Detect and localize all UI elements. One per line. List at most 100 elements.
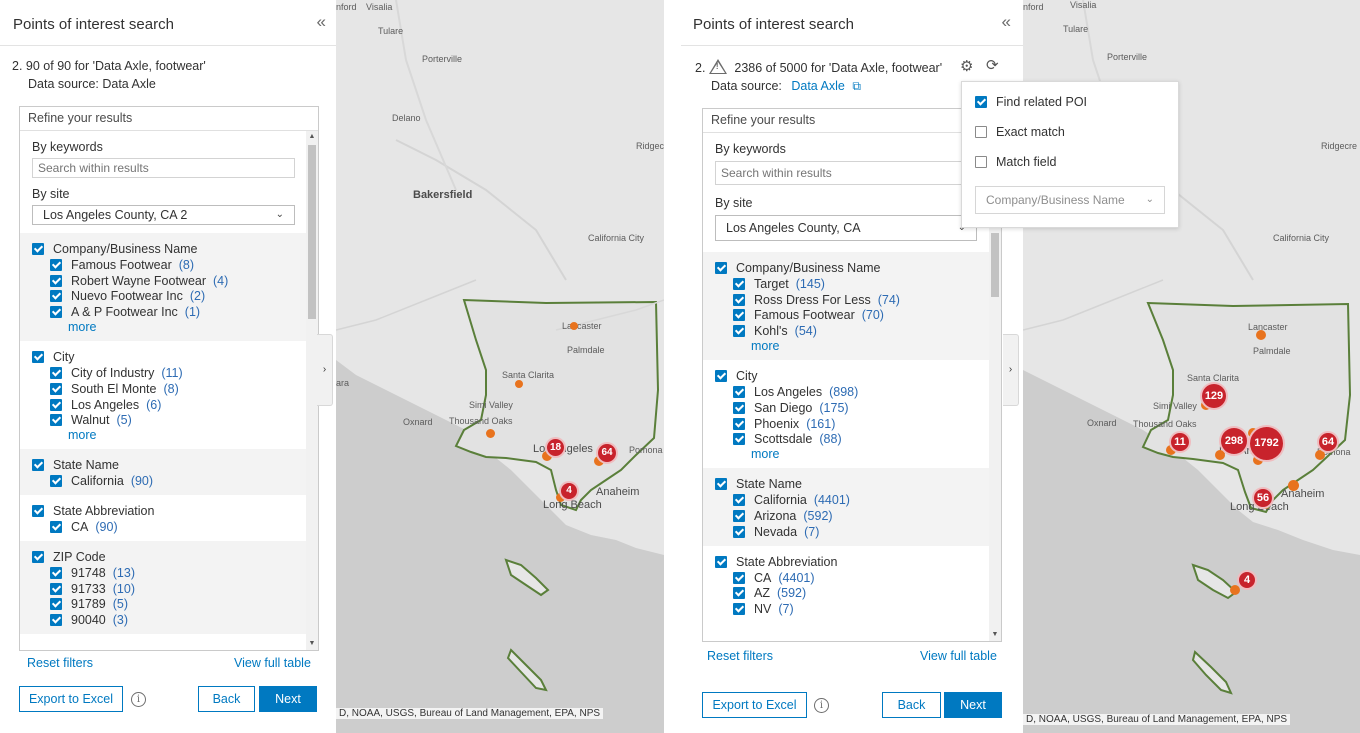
checkbox-unchecked-icon[interactable] <box>975 126 987 138</box>
checkbox-checked-icon[interactable] <box>50 475 62 488</box>
checkbox-checked-icon[interactable] <box>733 494 745 507</box>
refine-results-scroll[interactable]: By keywords By site Los Angeles County, … <box>20 131 318 650</box>
back-button[interactable]: Back <box>882 692 941 718</box>
poi-cluster[interactable]: 11 <box>1169 431 1191 453</box>
reset-filters-link[interactable]: Reset filters <box>27 656 93 670</box>
facet-option[interactable]: City of Industry (11) <box>32 365 306 381</box>
checkbox-checked-icon[interactable] <box>975 96 987 108</box>
checkbox-checked-icon[interactable] <box>715 478 727 491</box>
expand-panel-button[interactable]: › <box>1003 334 1019 406</box>
checkbox-checked-icon[interactable] <box>50 414 62 427</box>
checkbox-checked-icon[interactable] <box>733 277 745 290</box>
checkbox-checked-icon[interactable] <box>715 555 727 568</box>
checkbox-checked-icon[interactable] <box>50 521 62 534</box>
facet-option[interactable]: Phoenix (161) <box>715 416 989 432</box>
facet-header[interactable]: State Abbreviation <box>715 554 989 570</box>
poi-cluster[interactable]: 4 <box>559 481 579 501</box>
checkbox-unchecked-icon[interactable] <box>975 156 987 168</box>
facet-option[interactable]: CA (4401) <box>715 570 989 586</box>
export-to-excel-button[interactable]: Export to Excel <box>19 686 123 712</box>
checkbox-checked-icon[interactable] <box>733 293 745 306</box>
facet-option[interactable]: NV (7) <box>715 601 989 617</box>
info-icon[interactable]: i <box>814 698 829 713</box>
checkbox-checked-icon[interactable] <box>32 550 44 563</box>
facet-header[interactable]: City <box>32 349 306 365</box>
facet-option[interactable]: 91733 (10) <box>32 581 306 597</box>
search-within-results-input[interactable] <box>715 161 977 185</box>
collapse-panel-icon[interactable]: « <box>1001 12 1012 31</box>
facet-option[interactable]: A & P Footwear Inc (1) <box>32 304 306 320</box>
checkbox-checked-icon[interactable] <box>50 306 62 319</box>
facet-header[interactable]: State Name <box>32 457 306 473</box>
facet-option[interactable]: CA (90) <box>32 519 306 535</box>
data-source-link[interactable]: Data Axle <box>791 79 845 93</box>
facet-option[interactable]: California (90) <box>32 473 306 489</box>
facet-option[interactable]: Los Angeles (6) <box>32 397 306 413</box>
checkbox-checked-icon[interactable] <box>733 525 745 538</box>
gear-icon[interactable]: ⚙ <box>960 58 974 75</box>
poi-marker[interactable] <box>486 429 495 438</box>
reset-filters-link[interactable]: Reset filters <box>707 649 773 663</box>
checkbox-checked-icon[interactable] <box>50 382 62 395</box>
facet-option[interactable]: Robert Wayne Footwear (4) <box>32 273 306 289</box>
next-button[interactable]: Next <box>944 692 1002 718</box>
checkbox-checked-icon[interactable] <box>733 587 745 600</box>
checkbox-checked-icon[interactable] <box>50 274 62 287</box>
scroll-down-icon[interactable]: ▼ <box>991 631 999 638</box>
expand-panel-button[interactable]: › <box>317 334 333 406</box>
scrollbar[interactable]: ▼ <box>989 133 1001 641</box>
facet-option[interactable]: Kohl's (54) <box>715 323 989 339</box>
checkbox-checked-icon[interactable] <box>50 598 62 611</box>
checkbox-checked-icon[interactable] <box>733 325 745 338</box>
facet-option[interactable]: San Diego (175) <box>715 400 989 416</box>
checkbox-checked-icon[interactable] <box>32 351 44 364</box>
facet-option[interactable]: Target (145) <box>715 276 989 292</box>
back-button[interactable]: Back <box>198 686 255 712</box>
site-select[interactable]: Los Angeles County, CA 2 ⌄ <box>32 205 295 225</box>
next-button[interactable]: Next <box>259 686 317 712</box>
facet-header[interactable]: Company/Business Name <box>32 241 306 257</box>
poi-cluster[interactable]: 64 <box>1317 431 1339 453</box>
checkbox-checked-icon[interactable] <box>733 433 745 446</box>
facet-option[interactable]: 91789 (5) <box>32 597 306 613</box>
facet-option[interactable]: Nevada (7) <box>715 524 989 540</box>
refresh-icon[interactable]: ⟳ <box>986 57 999 74</box>
poi-cluster[interactable]: 18 <box>545 437 566 458</box>
info-icon[interactable]: i <box>131 692 146 707</box>
facet-more-link[interactable]: more <box>68 320 97 335</box>
scroll-up-icon[interactable]: ▲ <box>308 133 316 140</box>
poi-marker[interactable] <box>542 451 552 461</box>
checkbox-checked-icon[interactable] <box>50 398 62 411</box>
poi-marker[interactable] <box>515 380 523 388</box>
facet-option[interactable]: 91748 (13) <box>32 565 306 581</box>
poi-cluster[interactable]: 56 <box>1252 487 1274 509</box>
checkbox-checked-icon[interactable] <box>715 370 727 383</box>
search-within-results-input[interactable] <box>32 158 295 178</box>
facet-option[interactable]: Los Angeles (898) <box>715 384 989 400</box>
export-to-excel-button[interactable]: Export to Excel <box>702 692 807 718</box>
facet-option[interactable]: Arizona (592) <box>715 508 989 524</box>
facet-option[interactable]: California (4401) <box>715 492 989 508</box>
poi-marker[interactable] <box>1230 585 1240 595</box>
poi-marker[interactable] <box>570 322 578 330</box>
checkbox-checked-icon[interactable] <box>50 614 62 627</box>
facet-option[interactable]: Famous Footwear (8) <box>32 257 306 273</box>
poi-marker[interactable] <box>1256 330 1266 340</box>
view-full-table-link[interactable]: View full table <box>920 649 997 663</box>
facet-more-link[interactable]: more <box>68 428 97 443</box>
checkbox-checked-icon[interactable] <box>733 401 745 414</box>
find-related-poi-option[interactable]: Find related POI <box>975 95 1087 109</box>
checkbox-checked-icon[interactable] <box>32 459 44 472</box>
exact-match-option[interactable]: Exact match <box>975 125 1065 139</box>
facet-option[interactable]: Walnut (5) <box>32 413 306 429</box>
checkbox-checked-icon[interactable] <box>715 262 727 274</box>
facet-option[interactable]: Ross Dress For Less (74) <box>715 292 989 308</box>
checkbox-checked-icon[interactable] <box>50 258 62 271</box>
facet-header[interactable]: City <box>715 368 989 384</box>
checkbox-checked-icon[interactable] <box>50 566 62 579</box>
scroll-thumb[interactable] <box>308 145 316 319</box>
external-link-icon[interactable]: ⧉ <box>852 79 861 93</box>
poi-cluster[interactable]: 298 <box>1219 426 1249 456</box>
scrollbar[interactable]: ▲ ▼ <box>306 131 318 650</box>
collapse-panel-icon[interactable]: « <box>316 12 327 31</box>
